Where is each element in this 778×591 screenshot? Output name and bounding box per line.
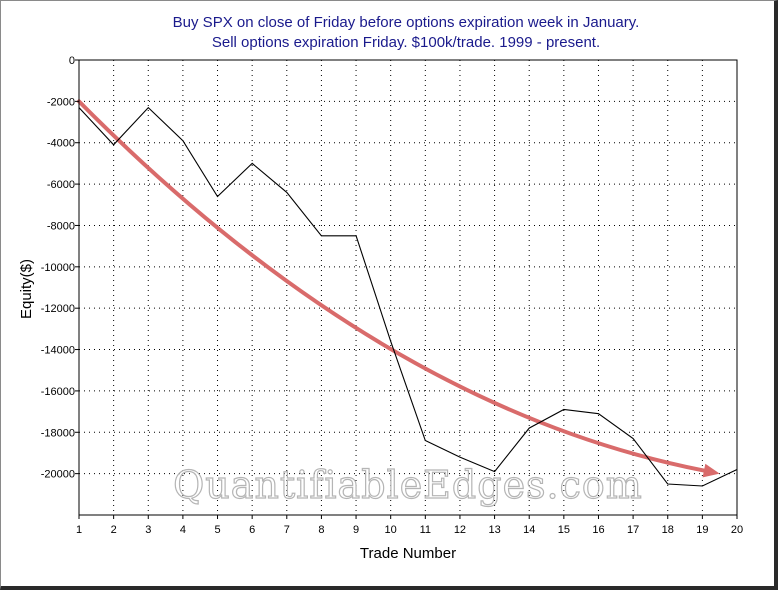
grid bbox=[79, 60, 737, 515]
x-tick-label: 9 bbox=[353, 524, 359, 536]
x-tick-label: 3 bbox=[145, 524, 151, 536]
x-tick-label: 20 bbox=[731, 524, 743, 536]
x-tick-label: 10 bbox=[385, 524, 397, 536]
x-tick-label: 7 bbox=[284, 524, 290, 536]
chart-title: Buy SPX on close of Friday before option… bbox=[173, 14, 640, 31]
x-tick-label: 17 bbox=[627, 524, 639, 536]
plot-area-border bbox=[78, 59, 738, 516]
y-tick-label: -2000 bbox=[47, 96, 75, 108]
watermark-text: QuantifiableEdges.com bbox=[173, 463, 643, 507]
x-tick-label: 13 bbox=[488, 524, 500, 536]
x-tick-label: 11 bbox=[420, 524, 431, 536]
x-tick-label: 15 bbox=[558, 524, 570, 536]
trend-arrow-curve bbox=[77, 99, 706, 473]
x-tick-label: 8 bbox=[318, 524, 324, 536]
series-layer bbox=[78, 106, 738, 487]
x-tick-label: 19 bbox=[696, 524, 708, 536]
equity-line bbox=[78, 106, 738, 487]
trend-arrow-head bbox=[702, 463, 720, 478]
x-tick-label: 2 bbox=[111, 524, 117, 536]
y-tick-label: -20000 bbox=[41, 469, 75, 481]
watermark-layer: QuantifiableEdges.com bbox=[173, 462, 643, 507]
y-axis-ticks: 0 -2000 -4000 -6000 -8000 -10000 -12000 -14000 -… bbox=[41, 55, 79, 481]
y-tick-label: 0 bbox=[69, 55, 75, 67]
chart-subtitle: Sell options expiration Friday. $100k/tr… bbox=[212, 34, 600, 51]
x-tick-label: 5 bbox=[214, 524, 220, 536]
x-tick-label: 16 bbox=[592, 524, 604, 536]
x-tick-label: 18 bbox=[662, 524, 674, 536]
x-axis-ticks: 1 2 3 4 5 6 7 8 9 10 11 12 13 14 15 16 17 18 19 20 bbox=[76, 515, 743, 536]
x-tick-label: 1 bbox=[76, 524, 82, 536]
x-tick-label: 6 bbox=[249, 524, 255, 536]
y-tick-label: -4000 bbox=[47, 138, 75, 150]
y-tick-label: -6000 bbox=[47, 179, 75, 191]
y-tick-label: -8000 bbox=[47, 220, 75, 232]
y-axis-label: Equity($) bbox=[18, 259, 35, 319]
x-tick-label: 4 bbox=[180, 524, 186, 536]
x-tick-label: 14 bbox=[523, 524, 535, 536]
y-tick-label: -16000 bbox=[41, 386, 75, 398]
trend-layer bbox=[77, 99, 720, 478]
x-axis-label: Trade Number bbox=[360, 545, 456, 562]
y-tick-label: -10000 bbox=[41, 262, 75, 274]
y-tick-label: -18000 bbox=[41, 427, 75, 439]
y-tick-label: -12000 bbox=[41, 303, 75, 315]
x-tick-label: 12 bbox=[454, 524, 466, 536]
y-tick-label: -14000 bbox=[41, 345, 75, 357]
